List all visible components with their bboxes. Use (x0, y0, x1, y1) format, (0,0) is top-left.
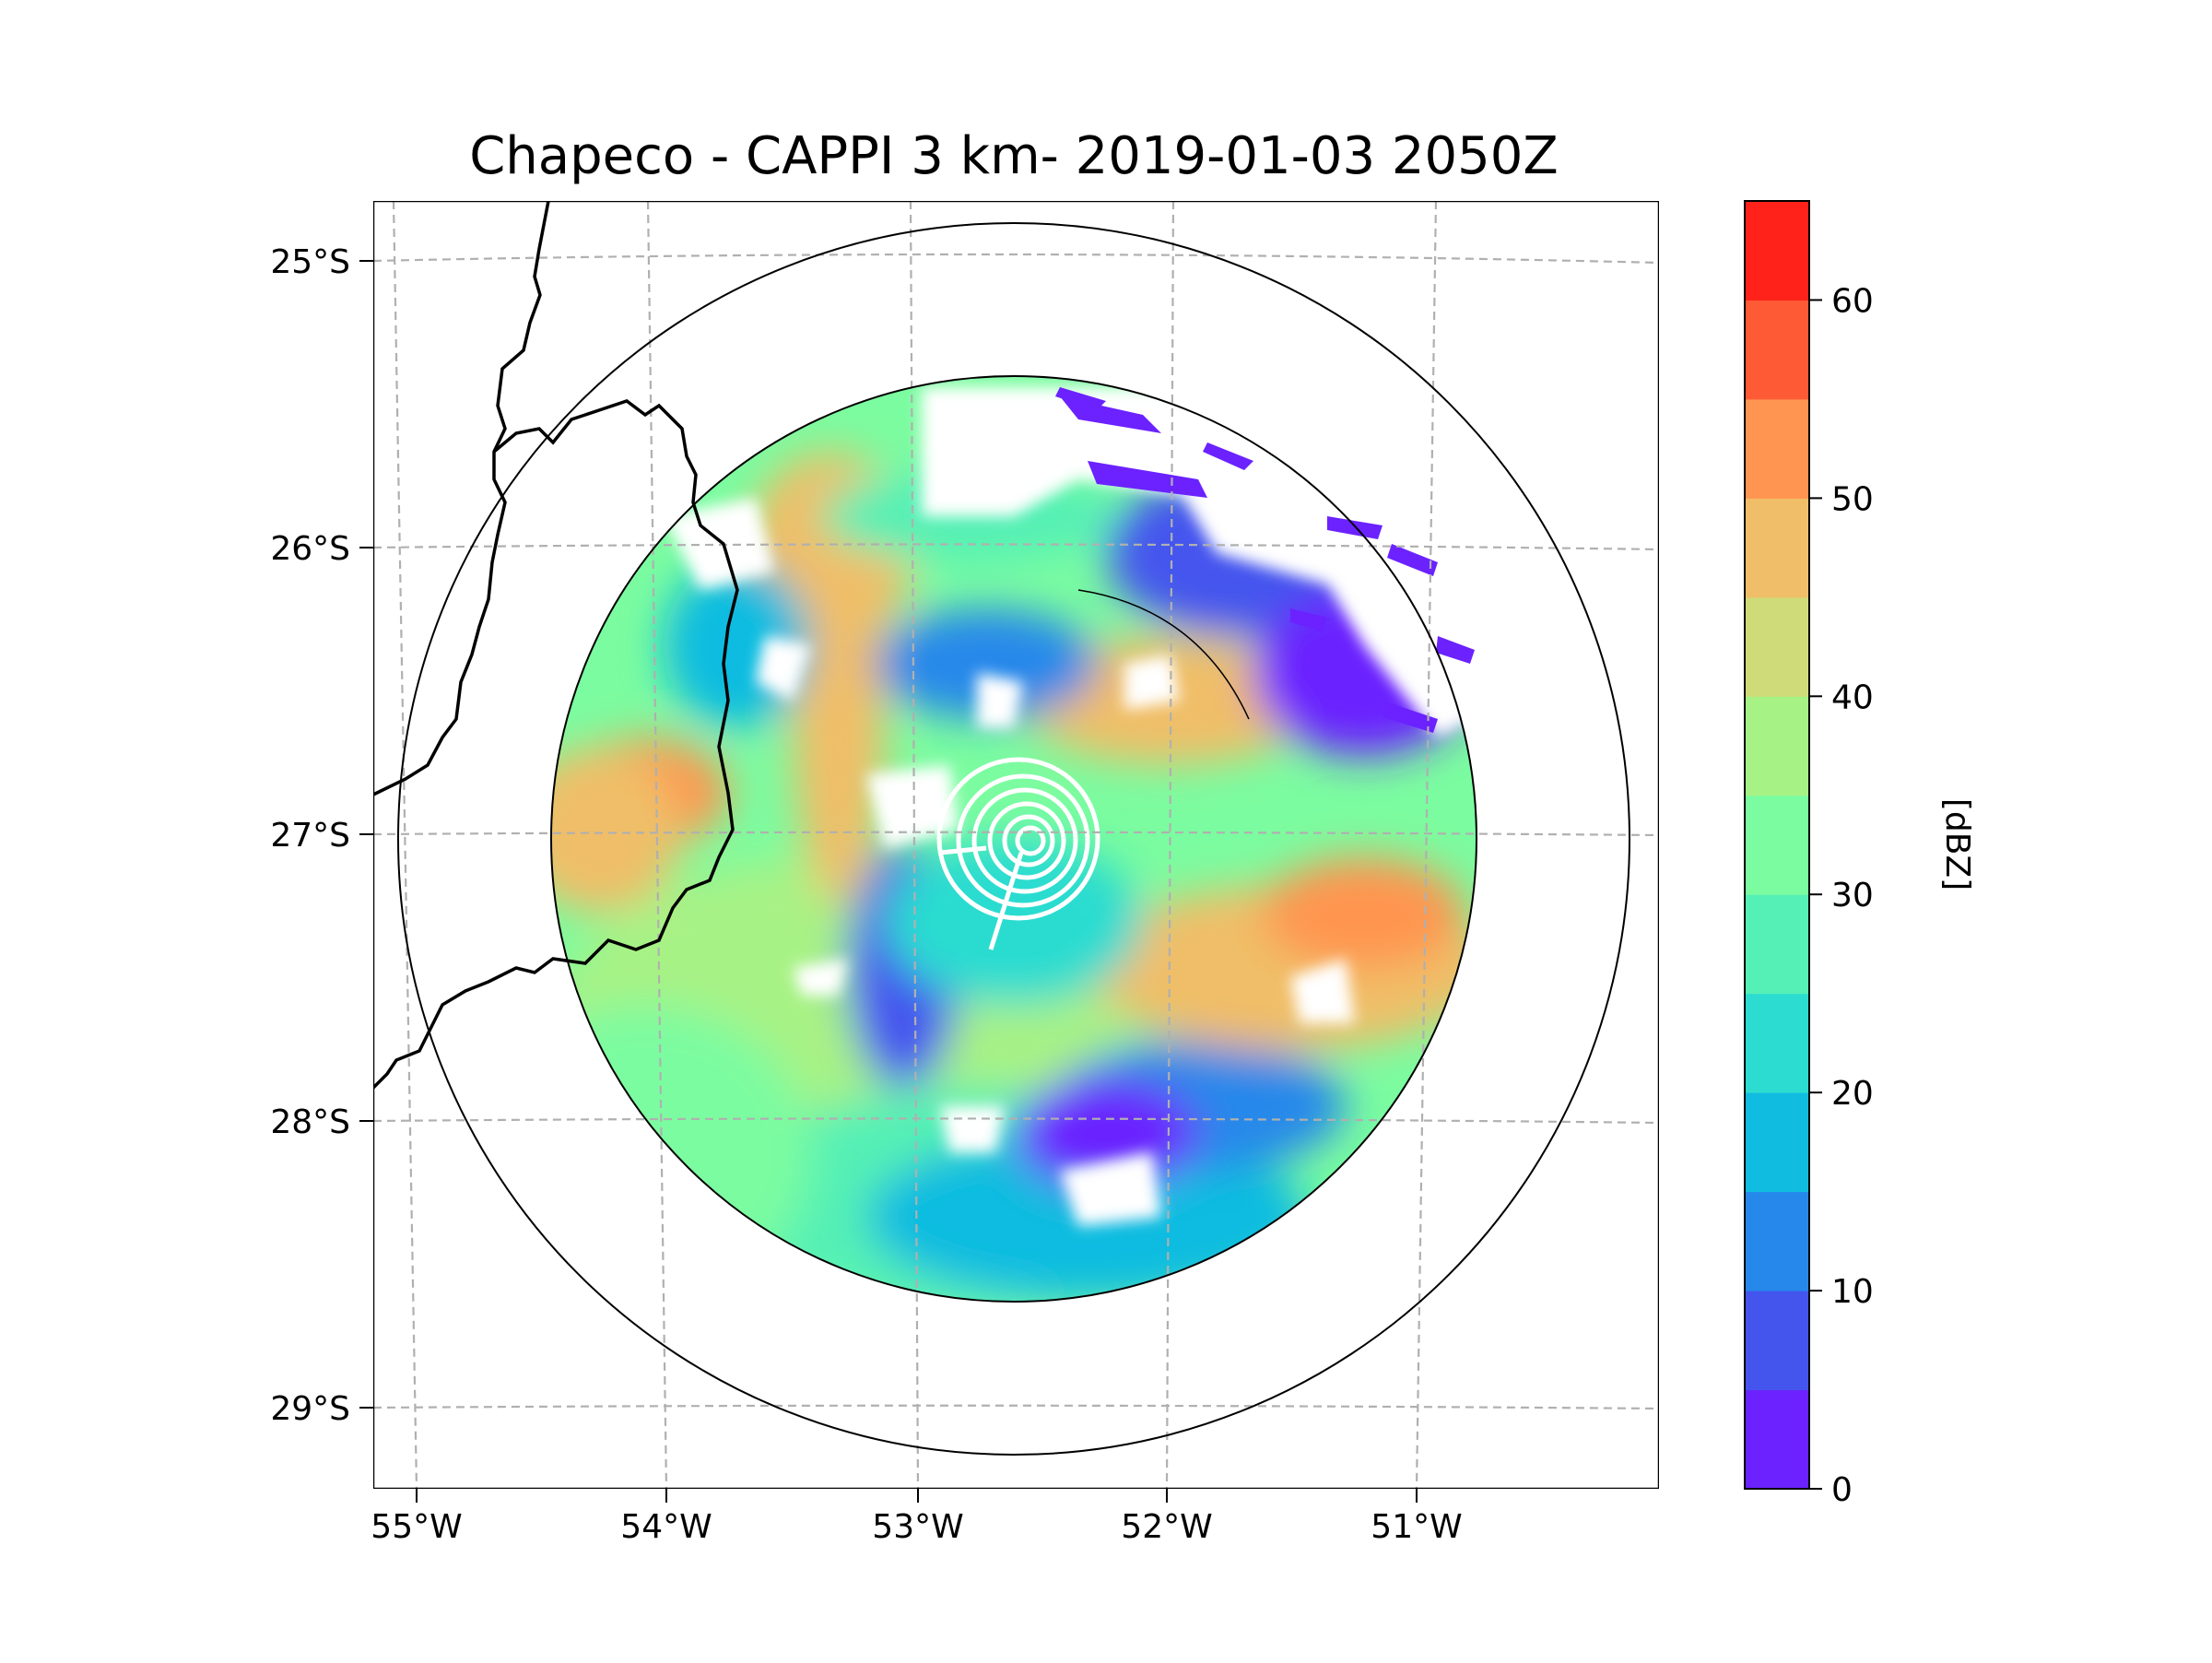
colorbar-segment (1745, 1291, 1809, 1391)
colorbar-tick-label: 50 (1831, 480, 1874, 518)
y-axis: 25°S 26°S 27°S 28°S 29°S (270, 243, 373, 1428)
y-tick-label: 26°S (270, 530, 350, 568)
colorbar-segment (1745, 498, 1809, 598)
colorbar-tick-label: 20 (1831, 1075, 1874, 1113)
colorbar-segment (1745, 1092, 1809, 1193)
colorbar: 0 10 20 30 40 50 60 [dBZ] (1744, 200, 1976, 1509)
outer-weak-echoes (1055, 387, 1475, 733)
x-tick-label: 51°W (1371, 1508, 1462, 1546)
chart-title: Chapeco - CAPPI 3 km- 2019-01-03 2050Z (469, 126, 1559, 186)
colorbar-segment (1745, 993, 1809, 1093)
reflectivity-field (551, 376, 1477, 1302)
colorbar-segment (1745, 596, 1809, 697)
colorbar-segment (1745, 398, 1809, 499)
colorbar-segment (1745, 696, 1809, 796)
colorbar-segment (1745, 894, 1809, 995)
x-tick-label: 55°W (371, 1508, 462, 1546)
x-tick-label: 53°W (872, 1508, 963, 1546)
colorbar-tick-label: 30 (1831, 877, 1874, 914)
colorbar-tick-label: 60 (1831, 282, 1874, 320)
border-line-south (373, 399, 739, 1090)
y-tick-label: 28°S (270, 1103, 350, 1141)
y-tick-label: 25°S (270, 243, 350, 281)
colorbar-segment (1745, 300, 1809, 400)
colorbar-label: [dBZ] (1938, 798, 1976, 890)
map-axes (373, 201, 1659, 1489)
range-ring-inner (550, 375, 1477, 1303)
range-ring-outer (397, 222, 1630, 1456)
colorbar-segment (1745, 201, 1809, 301)
border-line-west (373, 201, 550, 796)
y-tick-label: 29°S (270, 1390, 350, 1428)
colorbar-tick-label: 0 (1831, 1471, 1853, 1509)
colorbar-tick-label: 10 (1831, 1273, 1874, 1311)
colorbar-segment (1745, 1389, 1809, 1490)
x-tick-label: 52°W (1121, 1508, 1212, 1546)
x-tick-label: 54°W (620, 1508, 712, 1546)
x-axis: 55°W 54°W 53°W 52°W 51°W (371, 1489, 1463, 1546)
colorbar-segment (1745, 1191, 1809, 1291)
colorbar-tick-label: 40 (1831, 678, 1874, 716)
y-tick-label: 27°S (270, 817, 350, 855)
colorbar-segment (1745, 795, 1809, 895)
